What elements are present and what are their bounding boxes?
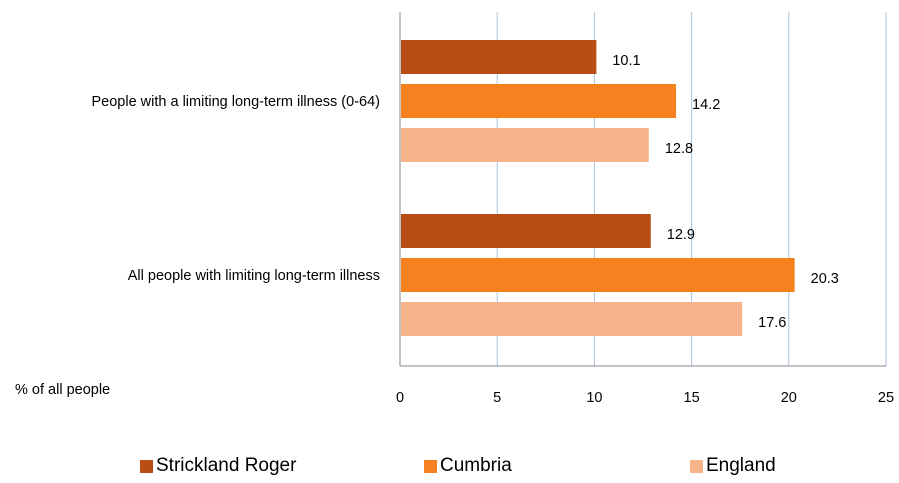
data-label: 17.6 — [758, 315, 786, 331]
x-axis-title: % of all people — [15, 382, 110, 398]
bar — [401, 258, 795, 292]
x-tick-label: 0 — [396, 390, 404, 406]
data-label: 20.3 — [811, 271, 839, 287]
data-label: 10.1 — [612, 53, 640, 69]
x-tick-label: 20 — [781, 390, 797, 406]
bar — [401, 84, 676, 118]
category-labels: People with a limiting long-term illness… — [91, 94, 380, 284]
category-label: People with a limiting long-term illness… — [91, 94, 380, 110]
legend-label: England — [706, 455, 776, 477]
category-label: All people with limiting long-term illne… — [128, 268, 380, 284]
x-axis-ticks: 0 5 10 15 20 25 — [396, 390, 894, 406]
legend-swatch — [140, 460, 153, 473]
legend: Strickland Roger Cumbria England — [0, 455, 899, 481]
x-tick-label: 10 — [586, 390, 602, 406]
bar — [401, 40, 596, 74]
legend-item-strickland-roger: Strickland Roger — [140, 455, 296, 477]
legend-item-cumbria: Cumbria — [424, 455, 512, 477]
bars — [401, 40, 795, 336]
bar — [401, 214, 651, 248]
data-label: 14.2 — [692, 97, 720, 113]
legend-label: Cumbria — [440, 455, 512, 477]
data-label: 12.8 — [665, 141, 693, 157]
legend-swatch — [424, 460, 437, 473]
data-label: 12.9 — [667, 227, 695, 243]
x-tick-label: 15 — [684, 390, 700, 406]
legend-label: Strickland Roger — [156, 455, 296, 477]
x-tick-label: 5 — [493, 390, 501, 406]
bar — [401, 128, 649, 162]
x-tick-label: 25 — [878, 390, 894, 406]
legend-item-england: England — [690, 455, 776, 477]
legend-swatch — [690, 460, 703, 473]
bar — [401, 302, 742, 336]
